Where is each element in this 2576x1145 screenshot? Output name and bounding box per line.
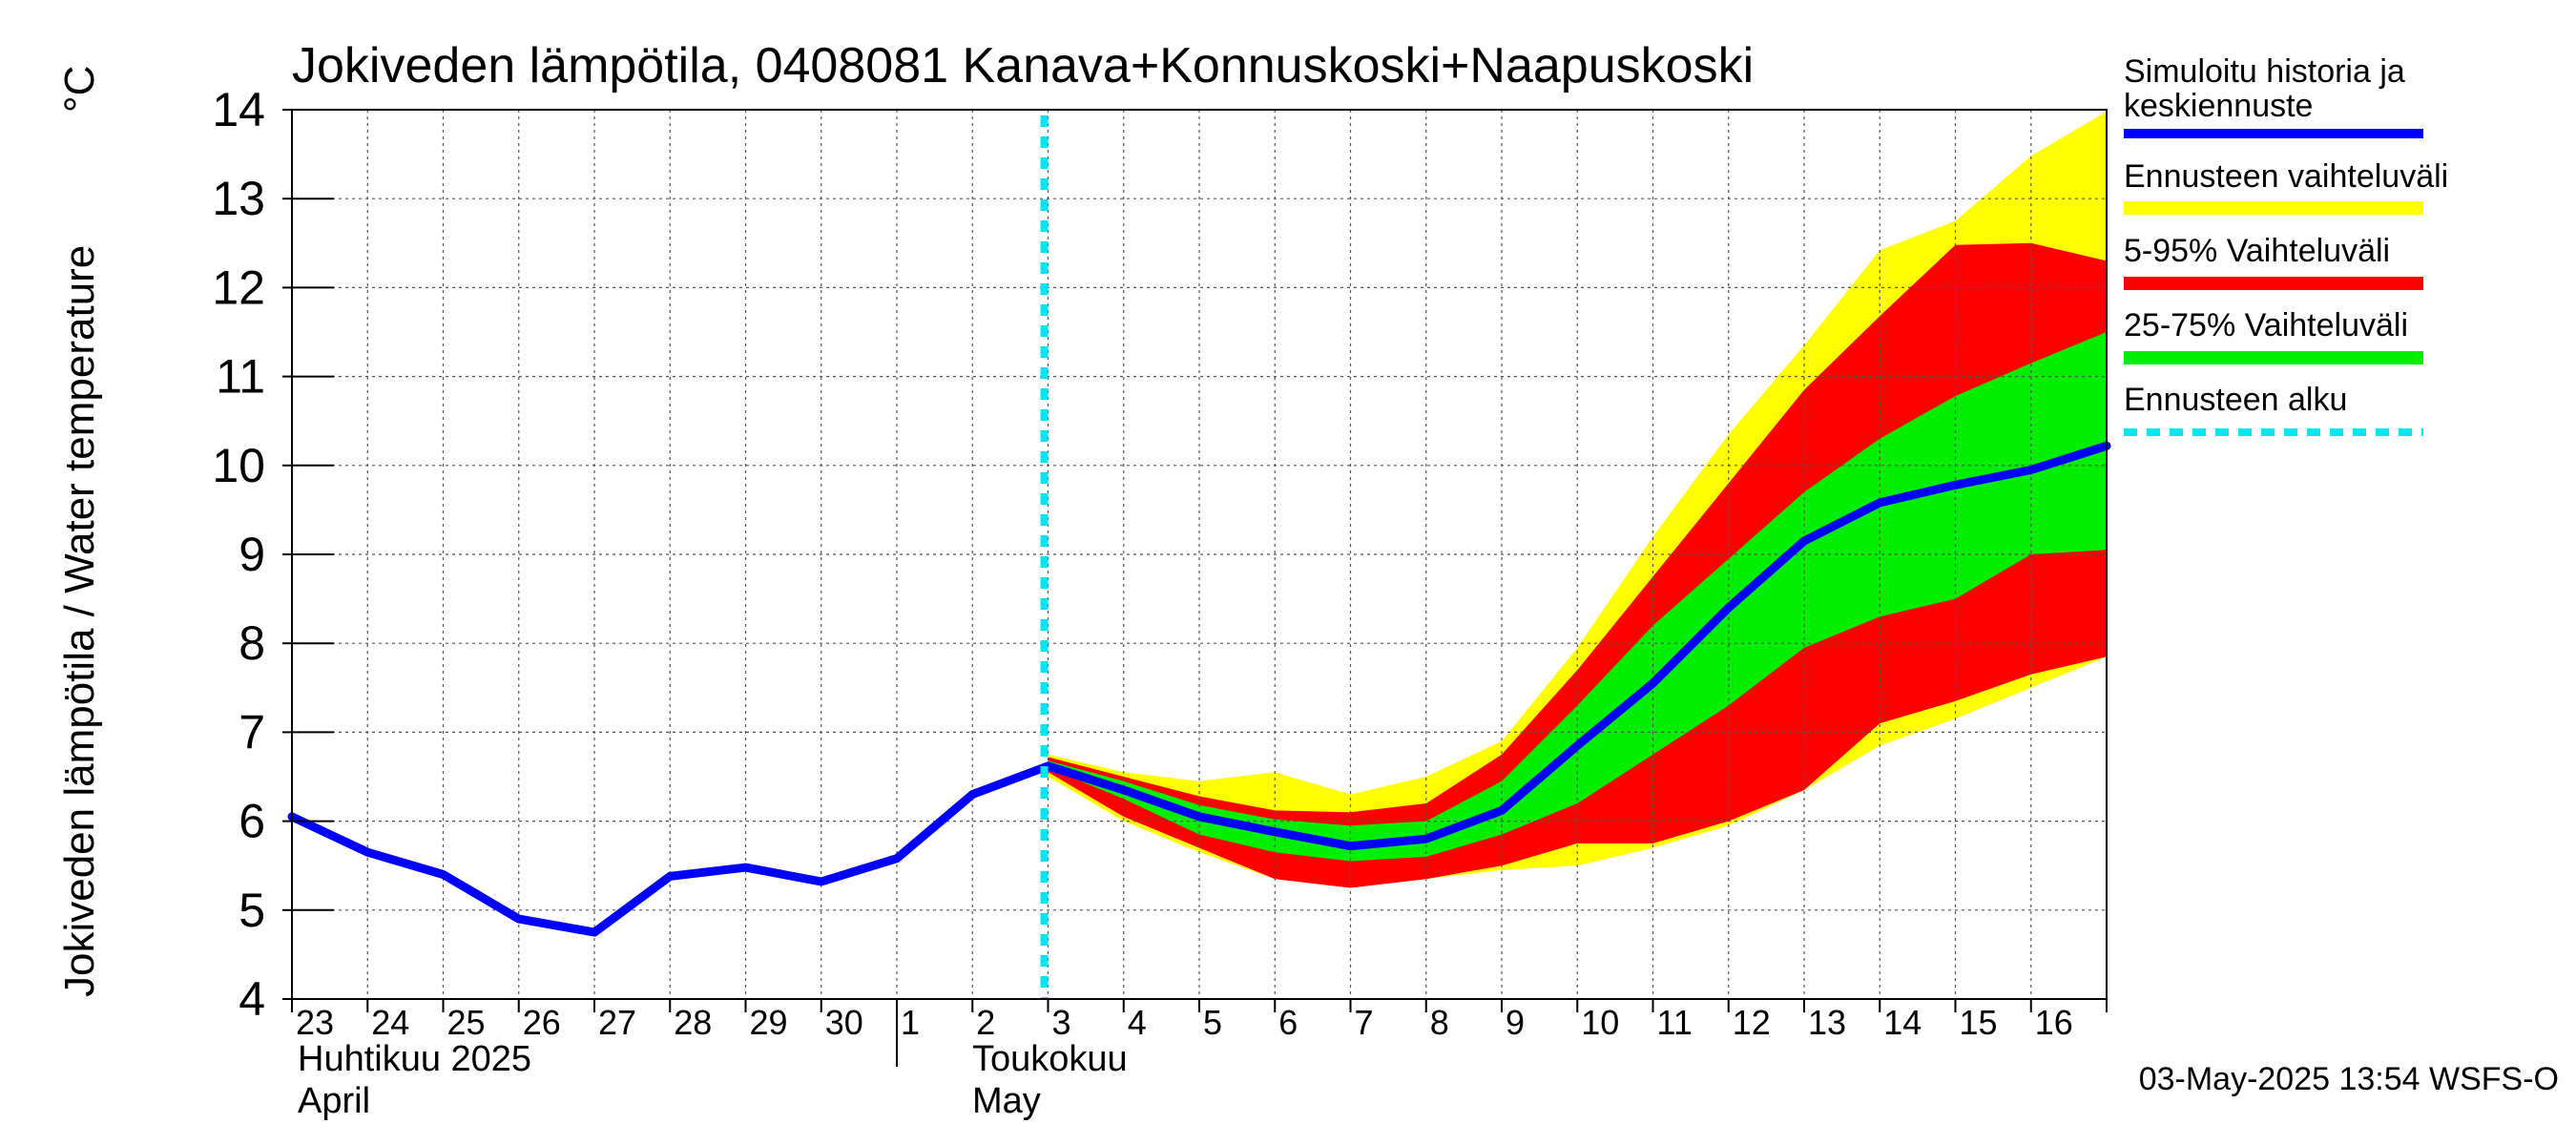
y-axis-ticks: 4 5 6 7 8 9 10 11 12 13 14: [212, 83, 334, 1026]
x-tick-label: 30: [825, 1003, 863, 1042]
x-tick-label: 13: [1808, 1003, 1846, 1042]
x-tick-label: 29: [750, 1003, 788, 1042]
footer-timestamp: 03-May-2025 13:54 WSFS-O: [2139, 1061, 2559, 1097]
legend: Simuloitu historia ja keskiennuste Ennus…: [2124, 53, 2448, 436]
x-tick-label: 28: [674, 1003, 712, 1042]
x-tick-label: 3: [1052, 1003, 1071, 1042]
y-tick-label: 9: [239, 528, 265, 581]
x-tick-label: 9: [1506, 1003, 1525, 1042]
y-tick-label: 14: [212, 83, 265, 136]
y-tick-label: 6: [239, 795, 265, 848]
x-tick-label: 8: [1430, 1003, 1449, 1042]
month-label-may-en: May: [972, 1081, 1041, 1121]
x-axis-ticks: 23 24 25 26 27 28 29 30 1 2 3 4 5 6 7 8 9 10 11 12 13 14 15 16: [291, 999, 2108, 1042]
legend-label-range: Ennusteen vaihteluväli: [2124, 158, 2448, 195]
band-2: [1048, 242, 2107, 888]
legend-label-25-75: 25-75% Vaihteluväli: [2124, 307, 2408, 344]
x-tick-label: 2: [976, 1003, 995, 1042]
x-tick-label: 11: [1657, 1003, 1693, 1042]
month-label-april-en: April: [298, 1081, 370, 1121]
y-tick-label: 12: [212, 260, 265, 314]
y-axis-label: Jokiveden lämpötila / Water temperature: [56, 245, 103, 997]
x-tick-label: 26: [523, 1003, 561, 1042]
month-label-may-fi: Toukokuu: [972, 1039, 1128, 1079]
x-tick-label: 4: [1128, 1003, 1147, 1042]
y-tick-label: 4: [239, 972, 265, 1026]
x-tick-label: 15: [1960, 1003, 1998, 1042]
x-tick-label: 6: [1278, 1003, 1298, 1042]
y-tick-label: 5: [239, 884, 265, 937]
y-axis-unit: °C: [56, 66, 103, 113]
mean-forecast-group: [287, 441, 2111, 937]
x-tick-label: 25: [447, 1003, 486, 1042]
x-tick-label: 7: [1355, 1003, 1374, 1042]
x-tick-label: 27: [598, 1003, 636, 1042]
x-tick-label: 14: [1883, 1003, 1922, 1042]
legend-label-mean: Simuloitu historia ja keskiennuste: [2124, 53, 2414, 124]
x-tick-label: 1: [901, 1003, 920, 1042]
legend-label-5-95: 5-95% Vaihteluväli: [2124, 233, 2390, 269]
x-tick-label: 12: [1733, 1003, 1771, 1042]
y-tick-label: 7: [239, 705, 265, 759]
legend-label-forecast-start: Ennusteen alku: [2124, 382, 2347, 418]
x-tick-label: 16: [2035, 1003, 2073, 1042]
x-tick-label: 5: [1203, 1003, 1222, 1042]
month-label-april-fi: Huhtikuu 2025: [298, 1039, 531, 1079]
y-tick-label: 10: [212, 439, 265, 492]
forecast-bands: [1048, 111, 2107, 888]
mean-forecast-line: [287, 441, 2111, 937]
x-tick-label: 24: [371, 1003, 409, 1042]
y-tick-label: 13: [212, 172, 265, 225]
grid-lines: [292, 110, 2107, 999]
x-tick-label: 23: [296, 1003, 334, 1042]
chart-title: Jokiveden lämpötila, 0408081 Kanava+Konn…: [292, 38, 1754, 94]
x-tick-label: 10: [1581, 1003, 1619, 1042]
y-tick-label: 8: [239, 616, 265, 670]
band-3: [1048, 332, 2107, 862]
y-tick-label: 11: [216, 350, 265, 404]
